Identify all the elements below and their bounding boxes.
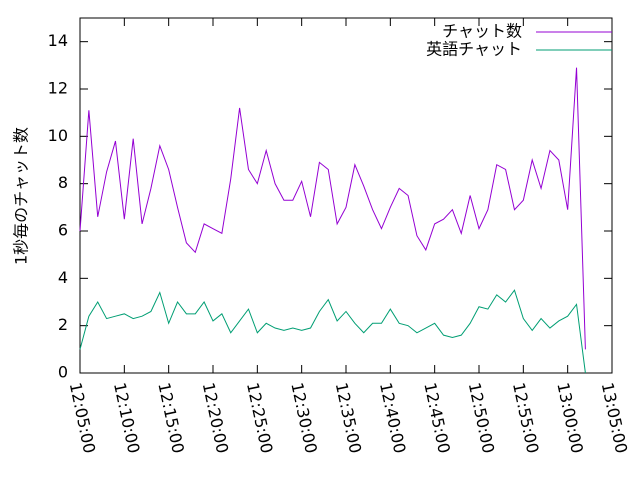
y-tick-label: 10 (48, 126, 68, 145)
y-tick-label: 0 (58, 363, 68, 382)
x-tick-label: 12:25:00 (243, 381, 277, 455)
x-tick-label: 12:35:00 (332, 381, 366, 455)
y-tick-label: 14 (48, 31, 68, 50)
x-tick-label: 12:55:00 (509, 381, 543, 455)
legend-label: 英語チャット (426, 40, 522, 59)
x-tick-label: 12:45:00 (420, 381, 454, 455)
x-tick-label: 12:15:00 (154, 381, 188, 455)
y-tick-label: 4 (58, 268, 68, 287)
series-line (79, 67, 586, 350)
y-tick-label: 8 (58, 173, 68, 192)
y-tick-label: 2 (58, 315, 68, 334)
y-axis-label: 1秒毎のチャット数 (12, 127, 31, 265)
x-tick-label: 12:40:00 (376, 381, 410, 455)
x-tick-label: 12:50:00 (465, 381, 499, 455)
plot-frame (79, 17, 613, 374)
series-line (79, 289, 586, 374)
x-tick-label: 12:20:00 (199, 381, 233, 455)
x-tick-label: 13:05:00 (598, 381, 632, 455)
y-tick-label: 12 (48, 79, 68, 98)
y-tick-label: 6 (58, 221, 68, 240)
legend-label: チャット数 (442, 22, 522, 41)
x-tick-label: 12:10:00 (110, 381, 144, 455)
x-tick-label: 12:30:00 (287, 381, 321, 455)
x-tick-label: 12:05:00 (66, 381, 100, 455)
x-tick-label: 13:00:00 (553, 381, 587, 455)
